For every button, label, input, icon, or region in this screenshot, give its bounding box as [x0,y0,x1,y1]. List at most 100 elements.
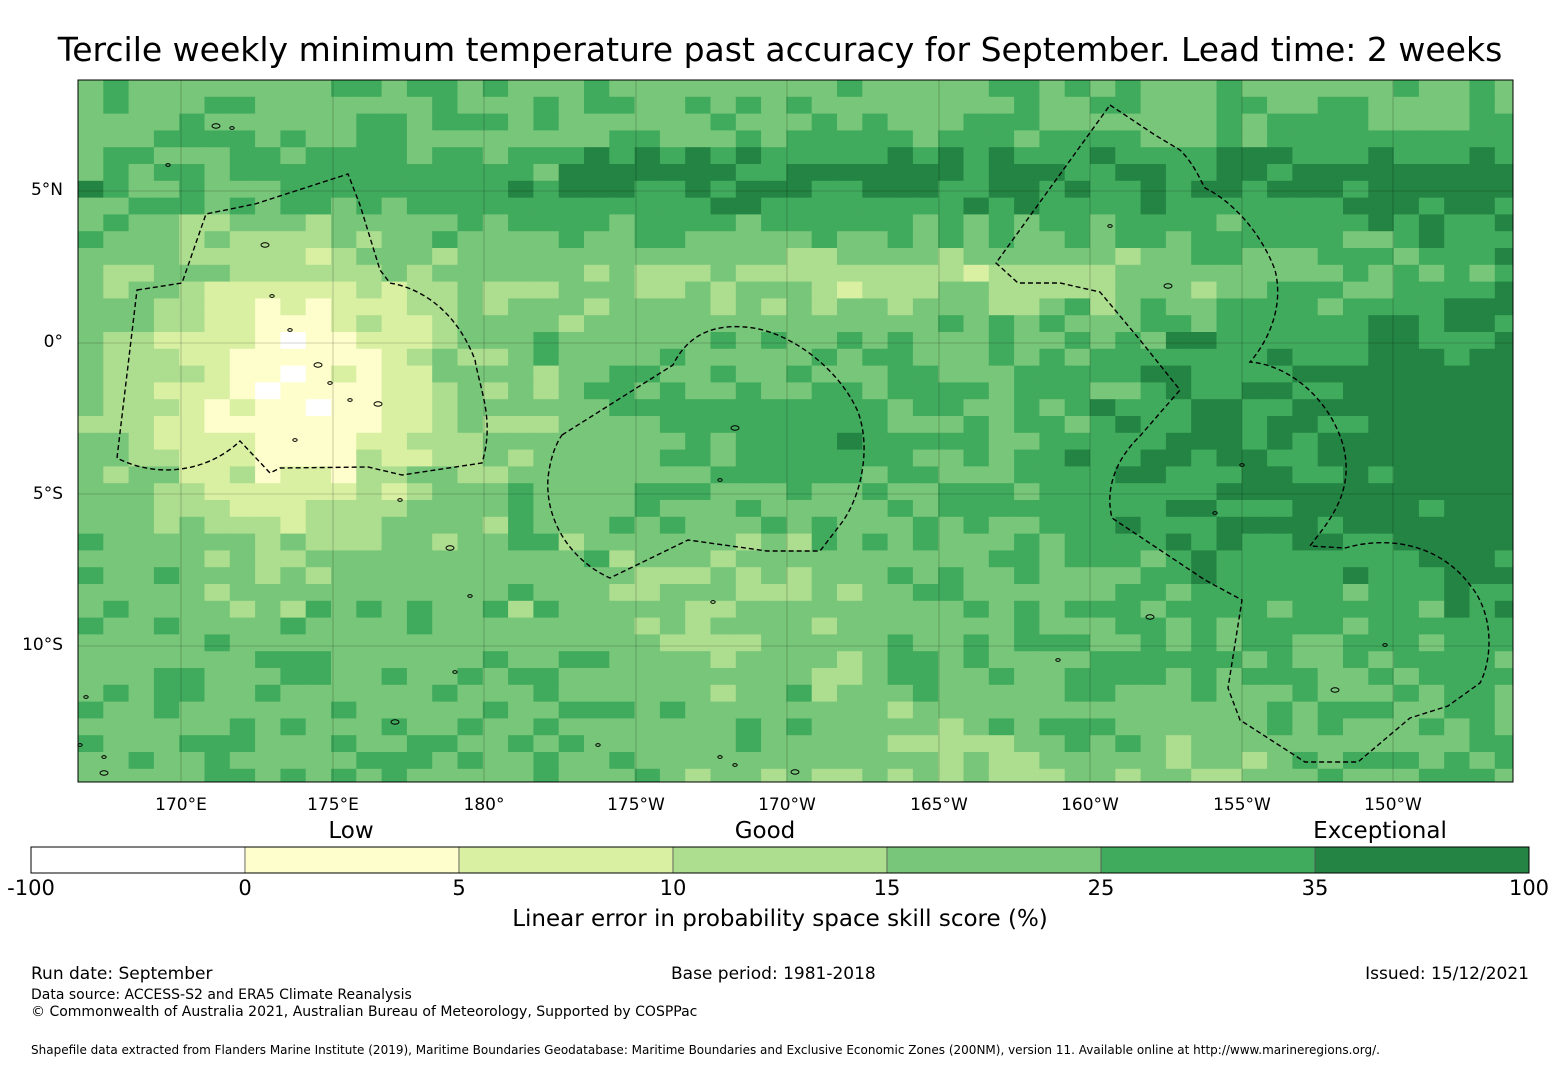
grid-cell [1494,735,1513,753]
grid-cell [1418,113,1445,131]
grid-cell [609,483,636,501]
grid-cell [204,130,231,148]
grid-cell [1469,348,1496,367]
grid-cell [128,164,155,182]
grid-cell [229,382,256,400]
grid-cell [1090,248,1116,266]
grid-cell [609,567,636,585]
grid-cell [1343,416,1369,434]
grid-cell [1444,180,1471,199]
grid-cell [1165,466,1192,484]
grid-cell [912,113,939,131]
grid-cell [558,231,585,249]
grid-cell [103,130,130,148]
grid-cell [1292,550,1319,568]
grid-cell [103,147,130,165]
grid-cell [1115,130,1142,148]
grid-cell [811,348,838,367]
grid-cell [558,147,585,165]
grid-cell [584,634,610,652]
grid-cell [1241,96,1268,115]
grid-cell [432,651,459,669]
grid-cell [381,231,408,249]
grid-cell [1014,668,1040,686]
island-outline [373,401,383,407]
grid-cell [1216,80,1243,98]
grid-cell [103,214,130,232]
grid-cell [1165,113,1192,131]
grid-cell [862,516,889,535]
grid-cell [963,332,990,350]
grid-cell [153,550,180,568]
grid-cell [1393,617,1420,635]
grid-cell [255,399,281,417]
grid-cell [331,298,357,316]
grid-cell [406,298,433,316]
grid-cell [432,348,459,367]
grid-cell [1165,567,1192,585]
grid-cell [558,80,585,98]
grid-cell [1393,600,1420,619]
grid-cell [432,550,459,568]
grid-cell [1469,684,1496,703]
grid-cell [659,516,686,535]
grid-cell [837,382,863,400]
grid-cell [761,651,787,669]
grid-cell [1292,449,1319,467]
grid-cell [457,281,484,299]
grid-cell [103,634,130,652]
grid-cell [710,701,737,719]
grid-cell [280,718,307,736]
graticule [78,80,1513,782]
grid-cell [255,264,281,283]
grid-cell [1317,348,1344,367]
grid-cell [305,533,332,551]
grid-cell [1444,281,1471,299]
grid-cell [1090,567,1116,585]
grid-cell [331,584,357,602]
grid-cell [103,180,130,199]
grid-cell [1317,600,1344,619]
grid-cell [761,634,787,652]
grid-cell [533,550,560,568]
grid-cell [432,735,459,753]
grid-cell [1064,80,1091,98]
grid-cell [179,96,206,115]
grid-cell [938,466,965,484]
grid-cell [1039,130,1066,148]
grid-cell [1317,718,1344,736]
island-outline [397,498,403,502]
category-exceptional: Exceptional [1313,818,1447,844]
grid-cell [837,701,863,719]
grid-cell [963,651,990,669]
grid-cell [356,752,383,770]
grid-cell [938,735,965,753]
run-date: Run date: September [31,964,213,984]
grid-cell [1241,130,1268,148]
grid-cell [1014,147,1040,165]
grid-cell [811,382,838,400]
grid-cell [1090,147,1116,165]
grid-cell [1494,600,1513,619]
grid-cell [457,130,484,148]
grid-cell [634,416,661,434]
island-outline [732,763,738,767]
grid-cell [432,332,459,350]
grid-cell [482,600,509,619]
grid-cell [280,701,307,719]
grid-cell [1115,718,1142,736]
grid-cell [811,365,838,383]
grid-cell [103,500,130,518]
grid-cell [331,180,357,199]
island-outline [467,594,473,598]
grid-cell [811,399,838,417]
grid-cell [331,752,357,770]
grid-cell [280,668,307,686]
grid-cell [1241,180,1268,199]
grid-cell [584,567,610,585]
grid-cell [255,617,281,635]
grid-cell [938,416,965,434]
grid-cell [1216,752,1243,770]
grid-cell [356,164,383,182]
grid-cell [584,768,610,782]
